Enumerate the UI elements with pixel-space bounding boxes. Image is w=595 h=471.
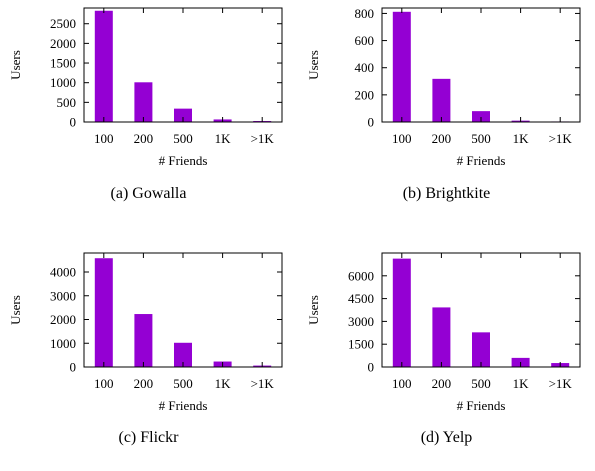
x-tick-label: 1K (215, 131, 232, 146)
x-tick-label: 200 (432, 376, 452, 391)
chart-caption: (b) Brightkite (402, 185, 491, 202)
plot-frame (83, 7, 283, 123)
y-tick-label: 3000 (50, 288, 76, 303)
plot-frame (381, 7, 581, 123)
bar (94, 10, 113, 122)
y-tick-label: 2500 (50, 16, 76, 31)
x-tick-label: 200 (134, 131, 154, 146)
y-tick-label: 600 (355, 33, 375, 48)
bar (472, 111, 490, 122)
chart-panel-yelp: 0 1500 3000 4500 6000 100 200 500 1K >1K # Friends… (298, 245, 595, 471)
y-tick-label: 400 (355, 60, 375, 75)
bar (174, 342, 192, 367)
y-axis-label: Users (306, 50, 321, 80)
x-tick-label: 200 (134, 376, 154, 391)
y-tick-label: 4000 (50, 265, 76, 280)
plot-frame (83, 252, 283, 368)
chart-caption: (c) Flickr (118, 429, 179, 446)
bar (472, 332, 490, 367)
y-tick-label: 1000 (50, 75, 76, 90)
bar (134, 82, 153, 122)
bar-chart-flickr: 0 1000 2000 3000 4000 100 200 500 1K >1K # Friends… (8, 252, 283, 413)
y-tick-label: 800 (355, 6, 375, 21)
y-axis-label: Users (8, 295, 23, 325)
x-axis-label: # Friends (159, 153, 208, 168)
bar (94, 258, 113, 367)
y-tick-label: 2000 (50, 312, 76, 327)
x-tick-label: 500 (471, 376, 491, 391)
bar (134, 314, 153, 367)
bar (432, 307, 451, 367)
y-tick-label: 0 (368, 115, 375, 130)
x-tick-label: >1K (251, 131, 275, 146)
y-tick-label: 2000 (50, 36, 76, 51)
y-axis-label: Users (306, 295, 321, 325)
bar-chart-yelp: 0 1500 3000 4500 6000 100 200 500 1K >1K # Friends… (306, 252, 581, 413)
y-tick-label: 500 (57, 95, 77, 110)
x-tick-label: >1K (549, 376, 573, 391)
x-tick-label: >1K (251, 376, 275, 391)
y-tick-label: 3000 (348, 314, 374, 329)
y-tick-label: 4500 (348, 291, 374, 306)
chart-panel-gowalla: 0 500 1000 1500 2000 2500 100 200 500 1K >1K # Frie… (0, 0, 297, 226)
x-tick-label: 1K (513, 131, 530, 146)
y-tick-label: 0 (70, 360, 77, 375)
x-tick-label: 500 (173, 131, 193, 146)
chart-caption: (d) Yelp (420, 429, 473, 446)
chart-panel-flickr: 0 1000 2000 3000 4000 100 200 500 1K >1K # Friends… (0, 245, 297, 471)
y-axis-label: Users (8, 50, 23, 80)
x-tick-label: 100 (94, 376, 114, 391)
y-tick-label: 0 (368, 360, 375, 375)
chart-panel-brightkite: 0 200 400 600 800 100 200 500 1K >1K # Friends User… (298, 0, 595, 226)
x-tick-label: 200 (432, 131, 452, 146)
x-tick-label: 1K (215, 376, 232, 391)
x-tick-label: 1K (513, 376, 530, 391)
bar-chart-brightkite: 0 200 400 600 800 100 200 500 1K >1K # Friends User… (306, 6, 581, 168)
bar (392, 11, 411, 122)
x-tick-label: 500 (173, 376, 193, 391)
x-axis-label: # Friends (457, 153, 506, 168)
x-tick-label: 100 (392, 131, 412, 146)
x-tick-label: 100 (94, 131, 114, 146)
bar-chart-gowalla: 0 500 1000 1500 2000 2500 100 200 500 1K >1K # Frie… (8, 7, 283, 168)
bar (392, 258, 411, 367)
y-tick-label: 200 (355, 87, 375, 102)
y-tick-label: 1000 (50, 336, 76, 351)
y-tick-label: 1500 (50, 56, 76, 71)
x-tick-label: 100 (392, 376, 412, 391)
y-tick-label: 6000 (348, 268, 374, 283)
plot-frame (381, 252, 581, 368)
x-tick-label: 500 (471, 131, 491, 146)
bar (432, 78, 451, 122)
y-tick-label: 0 (70, 115, 77, 130)
y-tick-label: 1500 (348, 337, 374, 352)
x-axis-label: # Friends (457, 398, 506, 413)
x-tick-label: >1K (549, 131, 573, 146)
bar (174, 108, 192, 122)
x-axis-label: # Friends (159, 398, 208, 413)
chart-caption: (a) Gowalla (110, 185, 187, 202)
